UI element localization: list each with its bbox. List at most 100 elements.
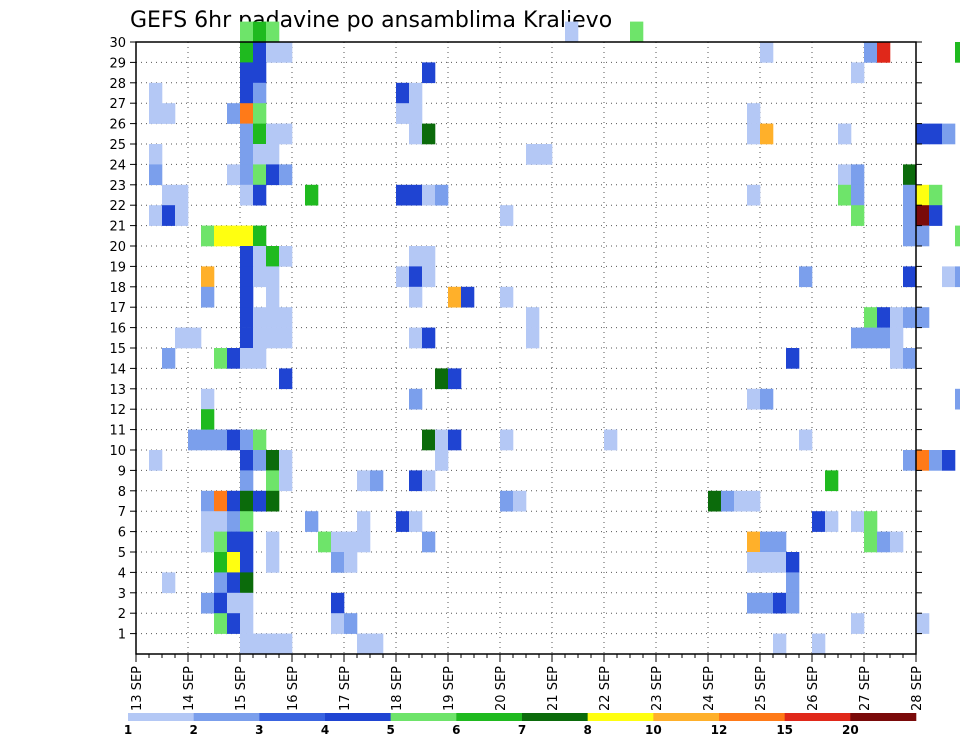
heatmap-cell bbox=[903, 225, 917, 247]
y-tick-label: 29 bbox=[109, 56, 126, 71]
legend-label: 20 bbox=[842, 723, 859, 737]
x-tick-label: 18 SEP bbox=[390, 666, 405, 711]
y-tick-label: 19 bbox=[109, 260, 126, 275]
heatmap-cell bbox=[890, 307, 904, 328]
heatmap-cell bbox=[903, 184, 917, 206]
heatmap-cell bbox=[955, 388, 960, 410]
y-tick-label: 18 bbox=[109, 281, 126, 296]
y-tick-label: 4 bbox=[118, 566, 126, 581]
legend-swatch bbox=[784, 713, 851, 721]
heatmap-cell bbox=[747, 592, 761, 614]
x-tick-label: 14 SEP bbox=[182, 666, 197, 711]
y-tick-label: 30 bbox=[109, 36, 126, 51]
heatmap-cell bbox=[773, 552, 787, 573]
x-tick-label: 21 SEP bbox=[546, 666, 561, 711]
heatmap-cell bbox=[279, 470, 293, 492]
heatmap-cell bbox=[227, 348, 241, 369]
heatmap-cell bbox=[201, 429, 215, 451]
heatmap-cell bbox=[786, 348, 800, 369]
heatmap-cell bbox=[760, 123, 774, 145]
heatmap-cell bbox=[942, 450, 956, 471]
heatmap-cell bbox=[409, 246, 423, 267]
x-tick-label: 22 SEP bbox=[598, 666, 613, 711]
heatmap-cell bbox=[357, 470, 371, 492]
heatmap-cell bbox=[305, 511, 319, 532]
heatmap-cell bbox=[266, 633, 280, 655]
heatmap-cell bbox=[227, 572, 241, 594]
heatmap-cell bbox=[266, 327, 280, 349]
heatmap-cell bbox=[175, 184, 189, 206]
heatmap-cell bbox=[201, 592, 215, 614]
heatmap-cell bbox=[747, 388, 761, 410]
heatmap-cell bbox=[747, 531, 761, 553]
legend-label: 7 bbox=[518, 723, 526, 737]
heatmap-cell bbox=[565, 21, 579, 43]
heatmap-cell bbox=[227, 552, 241, 573]
heatmap-cell bbox=[435, 450, 449, 471]
heatmap-cell bbox=[266, 286, 280, 308]
legend-swatch bbox=[850, 713, 917, 721]
heatmap-cell bbox=[253, 633, 267, 655]
heatmap-cell bbox=[266, 164, 280, 186]
heatmap-cell bbox=[240, 266, 254, 288]
x-tick-label: 26 SEP bbox=[806, 666, 821, 711]
heatmap-cell bbox=[877, 531, 891, 553]
heatmap-cell bbox=[409, 388, 423, 410]
heatmap-cell bbox=[344, 552, 358, 573]
heatmap-cell bbox=[851, 164, 865, 186]
heatmap-cell bbox=[877, 42, 891, 63]
heatmap-cell bbox=[370, 470, 384, 492]
y-tick-label: 5 bbox=[118, 546, 126, 561]
heatmap-cell bbox=[747, 123, 761, 145]
heatmap-cell bbox=[864, 511, 878, 532]
heatmap-cell bbox=[422, 327, 436, 349]
heatmap-cell bbox=[162, 572, 176, 594]
legend-label: 8 bbox=[583, 723, 591, 737]
heatmap-cell bbox=[916, 307, 930, 328]
heatmap-cell bbox=[344, 613, 358, 634]
heatmap-cell bbox=[903, 164, 917, 186]
heatmap-cell bbox=[448, 429, 462, 451]
x-tick-label: 23 SEP bbox=[650, 666, 665, 711]
heatmap-cell bbox=[279, 450, 293, 471]
legend-label: 1 bbox=[124, 723, 132, 737]
heatmap-cell bbox=[526, 144, 540, 165]
y-tick-label: 17 bbox=[109, 301, 126, 316]
heatmap-cell bbox=[253, 42, 267, 63]
heatmap-cell bbox=[266, 307, 280, 328]
heatmap-cell bbox=[149, 450, 163, 471]
heatmap-cell bbox=[903, 450, 917, 471]
color-legend: 1 2 3 4 5 6 7 8 10 12 15 20 bbox=[124, 713, 917, 737]
heatmap-cell bbox=[253, 184, 267, 206]
heatmap-cell bbox=[409, 511, 423, 532]
heatmap-cell bbox=[266, 552, 280, 573]
heatmap-cell bbox=[279, 307, 293, 328]
heatmap-cell bbox=[240, 613, 254, 634]
heatmap-cell bbox=[890, 327, 904, 349]
y-tick-label: 9 bbox=[118, 464, 126, 479]
heatmap-cell bbox=[396, 184, 410, 206]
heatmap-cell bbox=[396, 266, 410, 288]
heatmap-cell bbox=[448, 368, 462, 390]
heatmap-cell bbox=[396, 103, 410, 124]
heatmap-cell bbox=[916, 184, 930, 206]
heatmap-cell bbox=[864, 531, 878, 553]
heatmap-cell bbox=[422, 531, 436, 553]
heatmap-cell bbox=[266, 531, 280, 553]
heatmap-cell bbox=[240, 490, 254, 512]
heatmap-cell bbox=[214, 613, 228, 634]
heatmap-cell bbox=[214, 348, 228, 369]
heatmap-cell bbox=[214, 490, 228, 512]
legend-label: 2 bbox=[189, 723, 197, 737]
x-tick-label: 13 SEP bbox=[130, 666, 145, 711]
chart-title: GEFS 6hr padavine po ansamblima Kraljevo bbox=[130, 8, 612, 33]
heatmap-cell bbox=[227, 103, 241, 124]
heatmap-cell bbox=[331, 552, 345, 573]
y-tick-label: 24 bbox=[109, 158, 126, 173]
heatmap-cell bbox=[526, 327, 540, 349]
heatmap-cell bbox=[734, 490, 748, 512]
heatmap-cell bbox=[890, 348, 904, 369]
y-tick-label: 26 bbox=[109, 118, 126, 133]
heatmap-cell bbox=[162, 103, 176, 124]
heatmap-cell bbox=[240, 225, 254, 247]
